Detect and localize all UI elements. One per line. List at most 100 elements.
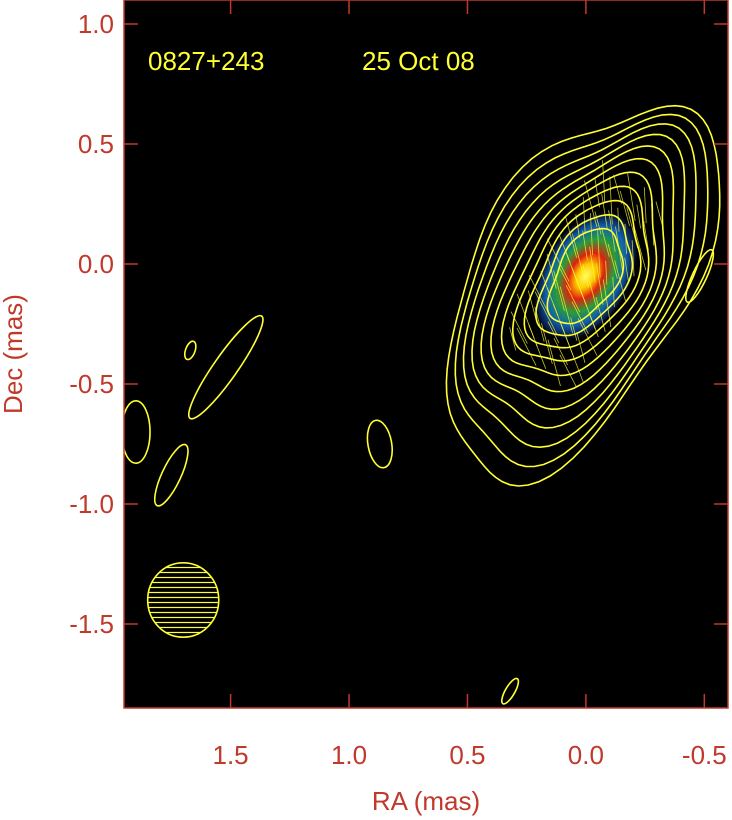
x-tick-label: -0.5: [682, 740, 727, 770]
contour-set: [445, 104, 721, 487]
noise-contours: [124, 248, 715, 705]
plot-frame: [123, 0, 729, 709]
noise-contour: [187, 314, 264, 420]
polarization-vector: [575, 214, 580, 239]
contour-level: [546, 227, 625, 325]
polarization-vector: [626, 207, 639, 249]
polarization-vector: [619, 190, 630, 226]
polarization-vector: [553, 270, 565, 311]
polarization-vector: [624, 257, 629, 282]
polarization-vector: [547, 339, 561, 387]
polarization-vector: [602, 279, 612, 328]
polarization-vector: [613, 174, 622, 204]
polarization-vector: [627, 173, 636, 221]
polarization-vector: [516, 327, 537, 366]
polarization-vector: [546, 253, 557, 289]
polarization-vector: [582, 264, 590, 288]
y-tick-label: 0.5: [78, 129, 114, 159]
contour-level: [523, 199, 642, 349]
polarization-vector: [584, 180, 598, 227]
contour-level: [511, 185, 650, 362]
contour-level: [462, 123, 697, 449]
polarization-vector: [577, 318, 598, 356]
noise-contour: [500, 677, 520, 705]
polarization-vector: [546, 238, 570, 282]
polarization-vector: [655, 201, 663, 225]
polarization-vector: [607, 243, 618, 279]
polarization-vector: [590, 213, 594, 256]
polarization-vector: [582, 230, 588, 261]
polarization-vector: [601, 193, 608, 230]
polarization-vector: [528, 274, 549, 313]
polarization-vector: [615, 226, 624, 274]
contour-level: [490, 157, 666, 393]
polarization-vector: [636, 204, 642, 229]
y-tick-label: 0.0: [78, 249, 114, 279]
polarization-vector: [565, 284, 581, 313]
polarization-vector: [601, 227, 610, 257]
x-tick-label: 1.0: [331, 740, 367, 770]
x-tick-label: 0.5: [449, 740, 485, 770]
polarization-vector: [594, 211, 602, 235]
noise-contour: [183, 340, 197, 361]
polarization-vector: [582, 196, 586, 233]
polarization-vector: [559, 354, 577, 388]
polarization-vector: [608, 210, 616, 252]
epoch-label: 25 Oct 08: [362, 46, 475, 76]
polarization-vector: [571, 233, 586, 281]
polarization-vector: [594, 177, 600, 208]
polarization-vector: [541, 323, 553, 364]
y-tick-label: -0.5: [69, 369, 114, 399]
polarization-vector: [631, 240, 635, 277]
polarization-vector: [571, 301, 589, 334]
polarization-vector: [540, 271, 550, 294]
x-tick-label: 1.5: [213, 740, 249, 770]
contour-level: [471, 133, 686, 429]
polarization-vector: [534, 291, 558, 335]
polarization-vector: [588, 280, 598, 310]
x-tick-label: 0.0: [568, 740, 604, 770]
beam-ellipse-shape: [146, 561, 220, 638]
polarization-vector: [589, 246, 596, 283]
polarization-vector: [510, 311, 528, 344]
polarization-vector: [559, 286, 573, 334]
y-tick-label: -1.0: [69, 489, 114, 519]
polarization-vector: [597, 229, 601, 278]
polarization-vector: [596, 263, 604, 305]
polarization-vector: [547, 321, 560, 344]
polarization-vector: [651, 203, 655, 246]
polarization-vector: [595, 297, 606, 333]
y-tick-label: -1.5: [69, 609, 114, 639]
polarization-vector: [624, 223, 627, 254]
polarization-vector: [559, 268, 572, 291]
source-label: 0827+243: [148, 46, 264, 76]
noise-contour: [153, 443, 189, 507]
polarization-vector: [565, 217, 577, 258]
polarization-vector: [534, 306, 545, 342]
y-axis-title: Dec (mas): [0, 294, 28, 414]
polarization-vector: [553, 338, 568, 366]
polarization-vector: [614, 260, 626, 302]
polarization-vector: [570, 317, 578, 341]
polarization-vector: [558, 234, 571, 263]
polarization-vector: [576, 333, 586, 363]
polarization-vector: [609, 176, 613, 225]
x-axis-title: RA (mas): [372, 786, 480, 816]
plot-background: [124, 0, 728, 708]
contour-level: [480, 145, 675, 411]
contour-level: [500, 171, 658, 377]
y-tick-label: 1.0: [78, 9, 114, 39]
polarization-vector: [617, 207, 620, 232]
noise-contour: [366, 419, 393, 469]
polarization-vector: [612, 276, 615, 308]
beam-ellipse: [146, 561, 220, 638]
polarization-vectors: [509, 160, 663, 388]
axis-ticks: 1.5 1.0 0.5 0.0 -0.5 1.0 0.5 0.0 -0.5 -1.0 -1.5: [69, 0, 728, 770]
polarization-vector: [509, 327, 517, 351]
contour-level: [445, 104, 721, 487]
contour-level: [454, 113, 709, 468]
polarization-vector: [602, 160, 606, 203]
polarization-vector: [643, 220, 649, 251]
polarization-vector: [643, 187, 647, 224]
